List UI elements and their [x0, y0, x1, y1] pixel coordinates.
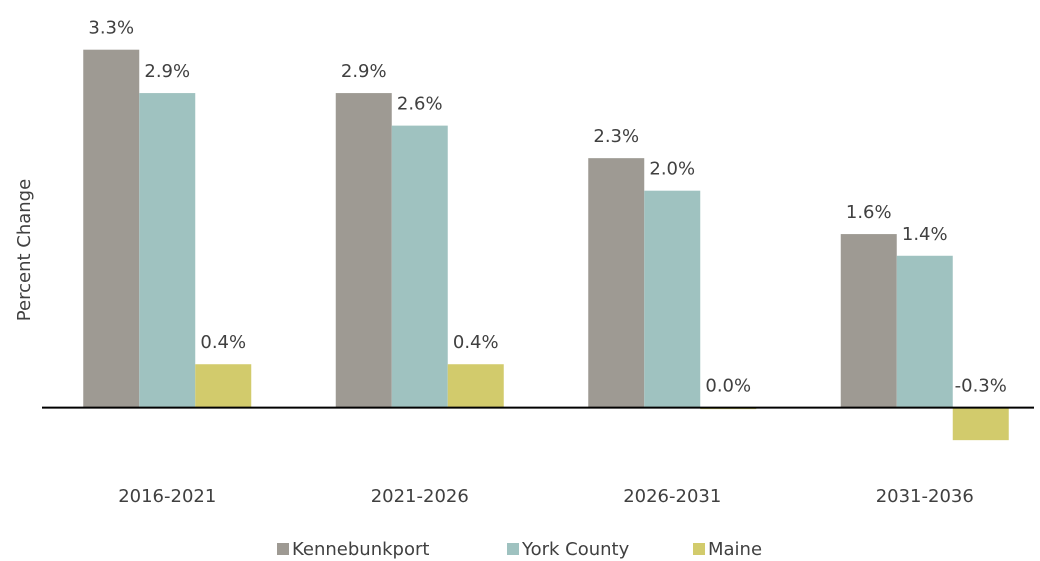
y-axis-title: Percent Change [14, 179, 35, 321]
data-label: 2.0% [649, 159, 695, 180]
bar [952, 407, 1009, 441]
bar [195, 364, 252, 408]
legend-label: York County [521, 539, 630, 560]
bar [83, 49, 140, 408]
bar [588, 158, 645, 408]
legend-swatch [693, 543, 705, 555]
data-label: 0.0% [705, 376, 751, 397]
x-tick-label: 2031-2036 [876, 486, 974, 507]
data-label: 3.3% [88, 18, 134, 39]
data-label: 0.4% [453, 332, 499, 353]
data-label: 1.6% [846, 202, 892, 223]
legend-label: Kennebunkport [292, 539, 429, 560]
data-label: -0.3% [955, 376, 1007, 397]
bar [840, 234, 897, 408]
bar [896, 255, 953, 408]
data-label: 0.4% [200, 332, 246, 353]
legend-swatch [507, 543, 519, 555]
bar [335, 93, 392, 408]
x-tick-label: 2021-2026 [371, 486, 469, 507]
data-label: 2.6% [397, 94, 443, 115]
data-label: 2.9% [341, 61, 387, 82]
legend-swatch [277, 543, 289, 555]
data-label: 1.4% [902, 224, 948, 245]
bar [391, 125, 448, 408]
x-tick-label: 2026-2031 [623, 486, 721, 507]
bar [447, 364, 504, 408]
bar [644, 190, 701, 408]
data-label: 2.3% [593, 126, 639, 147]
x-tick-label: 2016-2021 [118, 486, 216, 507]
data-label: 2.9% [144, 61, 190, 82]
bar [139, 93, 196, 408]
legend-label: Maine [708, 539, 762, 560]
